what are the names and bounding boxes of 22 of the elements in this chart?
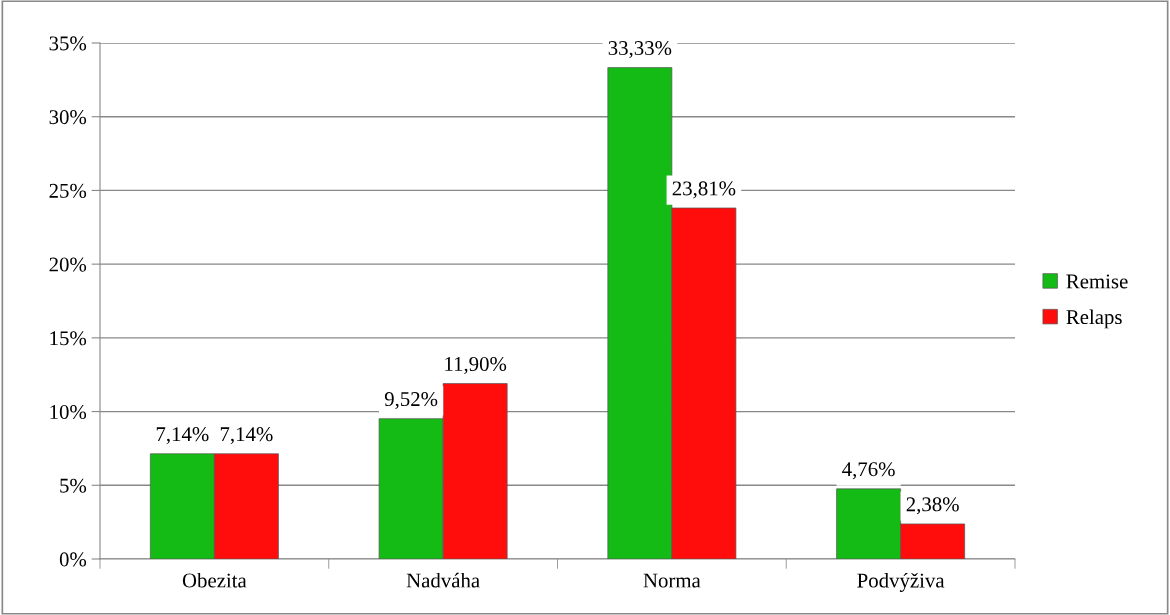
- data-label: 2,38%: [906, 497, 959, 515]
- data-label: 7,14%: [156, 427, 209, 445]
- legend-label: Relaps: [1066, 309, 1122, 329]
- legend-label: Remise: [1066, 274, 1128, 289]
- data-label: 11,90%: [445, 356, 507, 374]
- x-tick-label: Nadváha: [406, 572, 480, 588]
- x-tick-label: Podvýživa: [857, 572, 945, 592]
- data-label: 4,76%: [842, 462, 895, 480]
- y-tick-label: 5%: [60, 478, 87, 493]
- data-label: 23,81%: [672, 181, 736, 199]
- y-tick-label: 15%: [50, 331, 87, 346]
- data-label: 7,14%: [220, 427, 273, 445]
- data-label: 9,52%: [384, 392, 438, 410]
- y-tick-label: 10%: [50, 404, 87, 420]
- x-tick-label: Norma: [643, 573, 701, 588]
- y-tick-label: 0%: [59, 552, 87, 567]
- y-tick-label: 30%: [49, 110, 87, 125]
- y-tick-label: 35%: [49, 36, 87, 51]
- data-label: 33,33%: [608, 41, 672, 59]
- x-tick-label: Obezita: [182, 572, 247, 588]
- y-tick-label: 25%: [49, 183, 87, 198]
- y-tick-label: 20%: [49, 257, 87, 272]
